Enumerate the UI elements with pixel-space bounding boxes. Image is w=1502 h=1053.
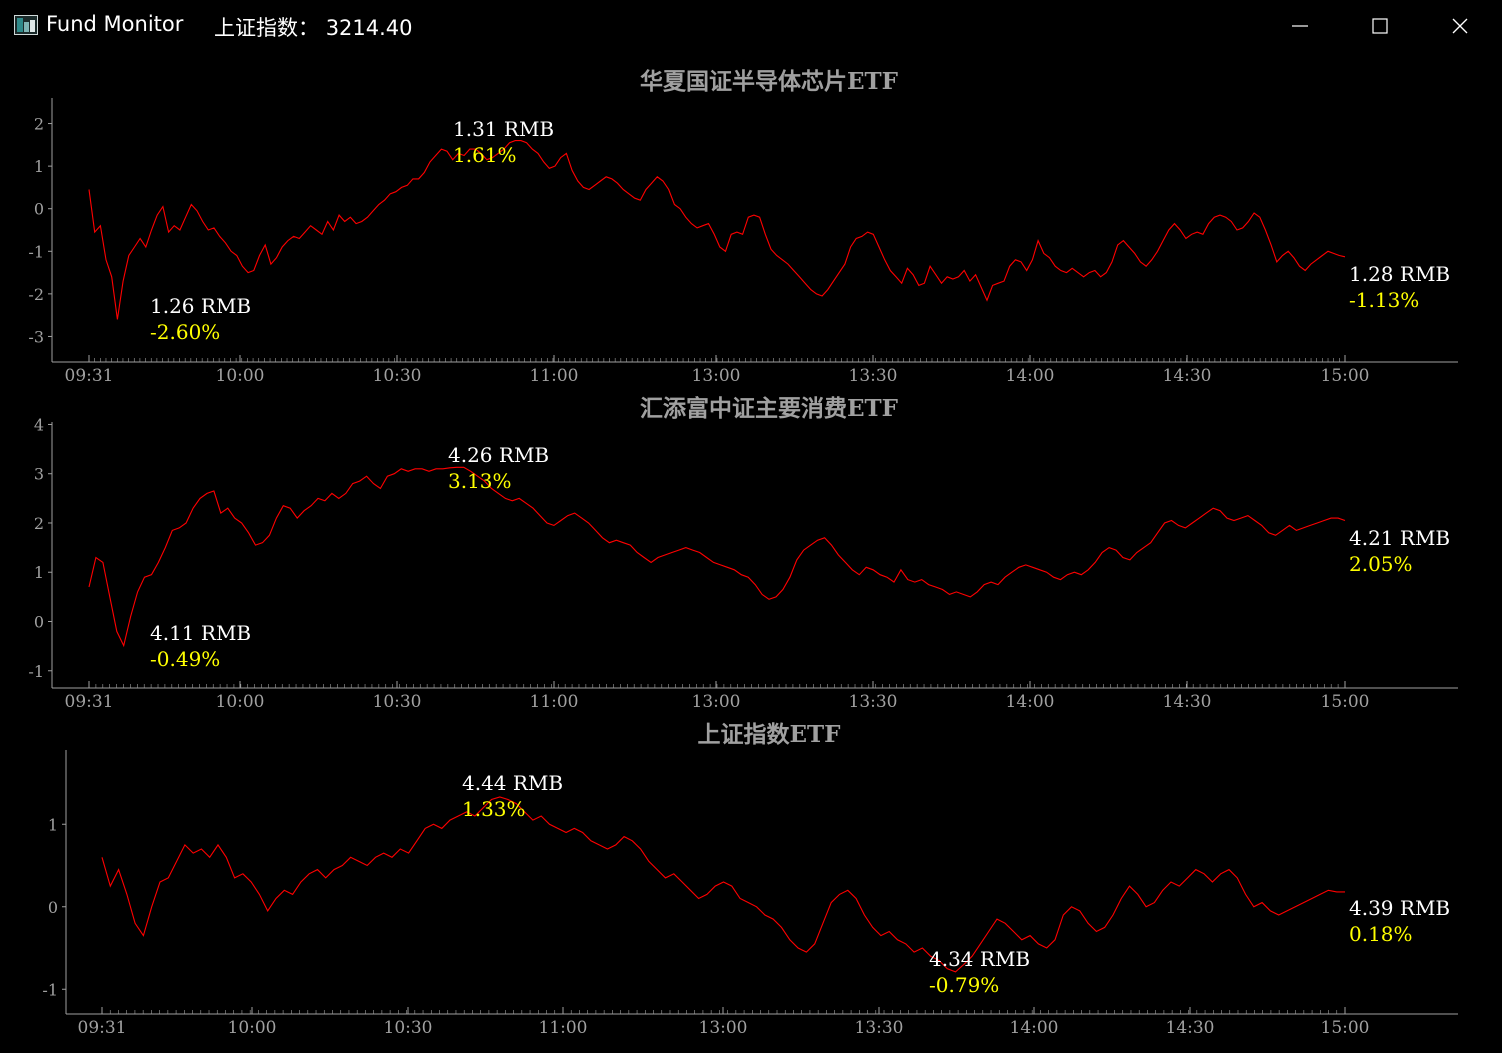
x-tick-label: 13:00	[699, 1018, 748, 1038]
x-tick-label: 13:00	[692, 366, 741, 386]
y-tick-label: 1	[48, 815, 58, 834]
annotation-percent-last: 2.05%	[1349, 552, 1413, 576]
x-tick-label: 14:00	[1006, 366, 1055, 386]
annotation-percent-high: 1.61%	[453, 143, 517, 167]
y-tick-label: 0	[34, 613, 44, 632]
x-tick-label: 10:00	[228, 1018, 277, 1038]
x-tick-label: 15:00	[1321, 1018, 1370, 1038]
x-tick-label: 14:30	[1163, 692, 1212, 712]
annotation-price-high: 4.26 RMB	[448, 443, 549, 467]
x-tick-label: 10:00	[216, 366, 265, 386]
x-tick-label: 14:00	[1010, 1018, 1059, 1038]
x-tick-label: 15:00	[1321, 692, 1370, 712]
annotation-price-low: 4.34 RMB	[929, 947, 1030, 971]
maximize-icon	[1372, 18, 1388, 34]
y-tick-label: 0	[34, 200, 44, 219]
y-tick-label: -1	[28, 242, 44, 261]
annotation-percent-last: 0.18%	[1349, 922, 1413, 946]
x-tick-label: 14:00	[1006, 692, 1055, 712]
series-line	[88, 140, 1346, 320]
title-bar[interactable]: Fund Monitor 上证指数： 3214.40	[0, 0, 1502, 52]
close-button[interactable]	[1440, 8, 1480, 44]
x-tick-label: 09:31	[65, 692, 114, 712]
minimize-button[interactable]	[1280, 8, 1320, 44]
annotation-price-high: 1.31 RMB	[453, 117, 554, 141]
annotation-percent-low: -0.79%	[929, 973, 999, 997]
annotation-percent-last: -1.13%	[1349, 288, 1419, 312]
x-tick-label: 11:00	[539, 1018, 588, 1038]
app-monitor-icon	[14, 15, 38, 35]
chart-title: 汇添富中证主要消费ETF	[640, 395, 899, 422]
annotation-percent-high: 3.13%	[448, 469, 512, 493]
x-tick-label: 11:00	[530, 692, 579, 712]
index-label: 上证指数：	[214, 16, 319, 40]
x-tick-label: 09:31	[65, 366, 114, 386]
index-value: 3214.40	[325, 16, 413, 40]
y-tick-label: -3	[28, 327, 44, 346]
chart-title: 上证指数ETF	[698, 721, 842, 748]
annotation-price-last: 4.39 RMB	[1349, 896, 1450, 920]
y-tick-label: 1	[34, 157, 44, 176]
y-tick-label: -1	[28, 662, 44, 681]
y-tick-label: 0	[48, 898, 58, 917]
x-tick-label: 10:30	[384, 1018, 433, 1038]
annotation-percent-high: 1.33%	[462, 797, 526, 821]
series-line	[88, 466, 1346, 648]
series-line	[101, 796, 1345, 973]
annotation-price-low: 4.11 RMB	[150, 621, 251, 645]
annotation-percent-low: -0.49%	[150, 647, 220, 671]
x-tick-label: 15:00	[1321, 366, 1370, 386]
x-tick-label: 14:30	[1163, 366, 1212, 386]
chart-title: 华夏国证半导体芯片ETF	[640, 68, 899, 95]
y-tick-label: -1	[42, 980, 58, 999]
close-icon	[1452, 18, 1468, 34]
y-tick-label: -2	[28, 285, 44, 304]
x-tick-label: 13:30	[855, 1018, 904, 1038]
x-tick-label: 13:30	[849, 692, 898, 712]
y-tick-label: 1	[34, 563, 44, 582]
annotation-price-last: 1.28 RMB	[1349, 262, 1450, 286]
y-tick-label: 2	[34, 115, 44, 134]
x-tick-label: 14:30	[1166, 1018, 1215, 1038]
annotation-price-last: 4.21 RMB	[1349, 526, 1450, 550]
annotation-price-high: 4.44 RMB	[462, 771, 563, 795]
index-readout: 上证指数： 3214.40	[214, 12, 413, 42]
x-tick-label: 11:00	[530, 366, 579, 386]
annotation-price-low: 1.26 RMB	[150, 294, 251, 318]
x-tick-label: 10:30	[373, 692, 422, 712]
maximize-button[interactable]	[1360, 8, 1400, 44]
x-tick-label: 10:00	[216, 692, 265, 712]
x-tick-label: 09:31	[78, 1018, 127, 1038]
x-tick-label: 10:30	[373, 366, 422, 386]
annotation-percent-low: -2.60%	[150, 320, 220, 344]
x-tick-label: 13:00	[692, 692, 741, 712]
app-title: Fund Monitor	[46, 12, 184, 36]
x-tick-label: 13:30	[849, 366, 898, 386]
y-tick-label: 2	[34, 514, 44, 533]
y-tick-label: 3	[34, 465, 44, 484]
y-tick-label: 4	[34, 415, 44, 434]
charts-area: 华夏国证半导体芯片ETF 2 1 0 -1 -2 -3 09:31 10:00 10:30 11:0…	[28, 68, 1458, 1038]
